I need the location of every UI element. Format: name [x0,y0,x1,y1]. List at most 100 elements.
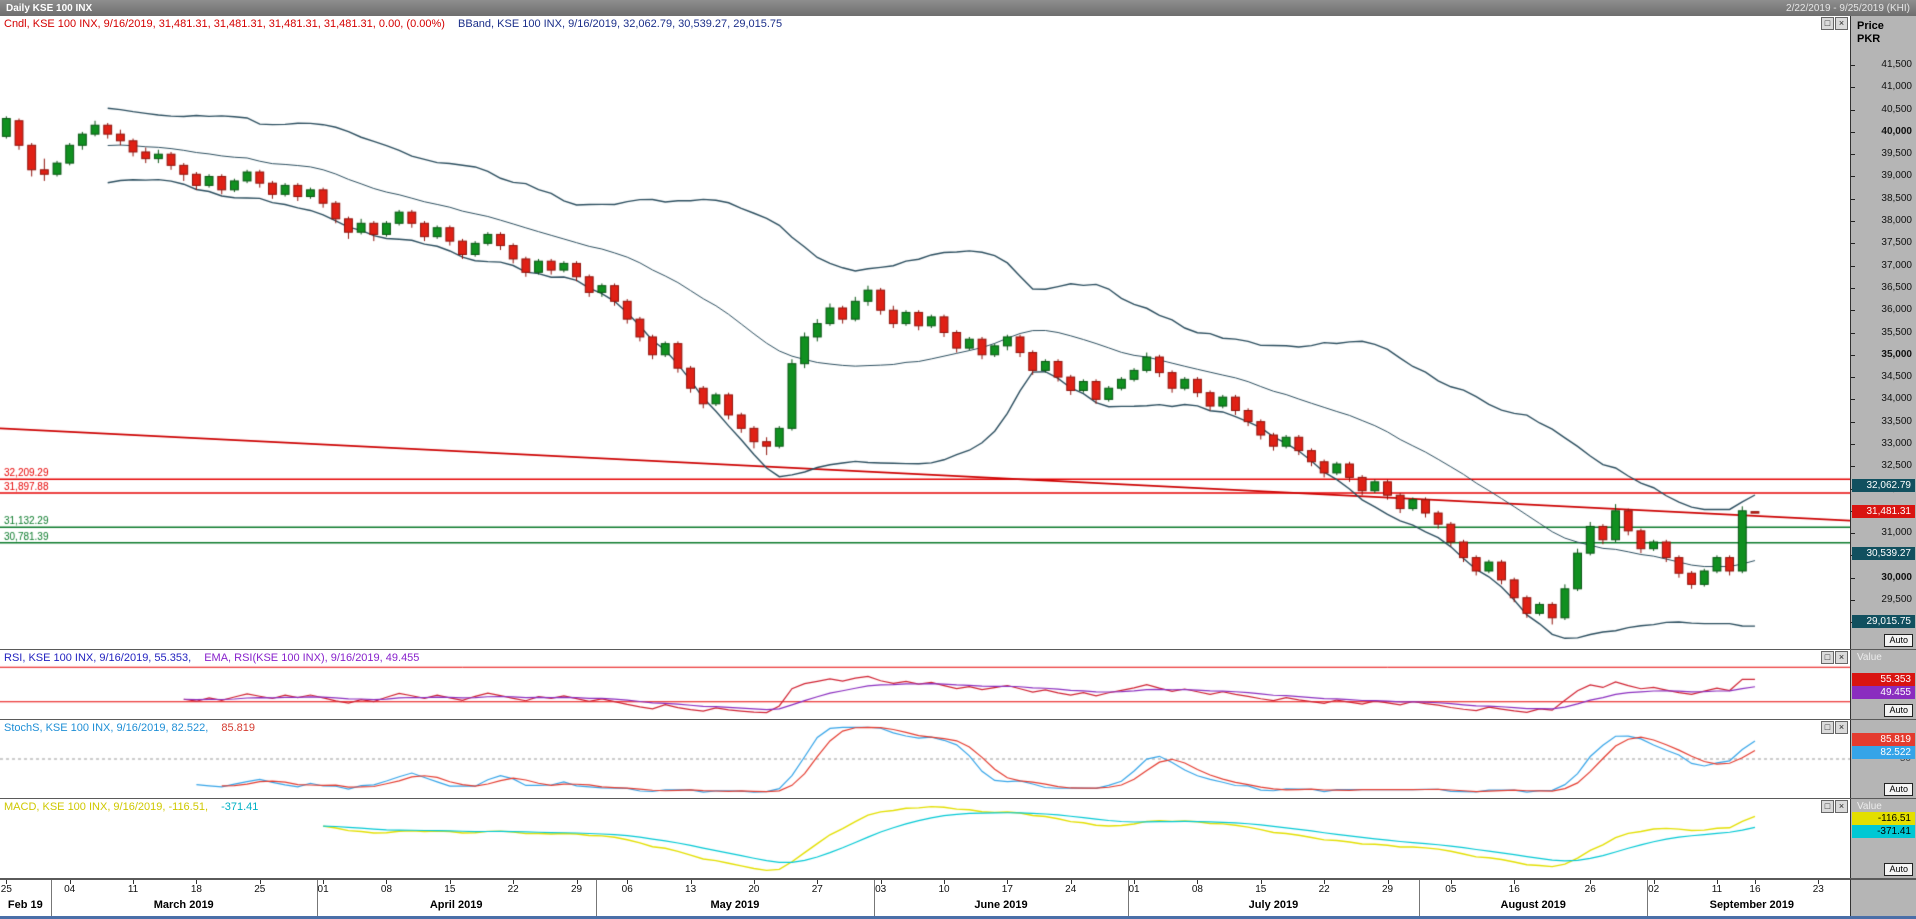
price-tick-label: 37,500 [1881,237,1912,249]
price-tick-label: 29,500 [1881,593,1912,605]
month-label: June 2019 [974,899,1028,911]
rsi-axis-auto-button[interactable]: Auto [1884,704,1913,717]
rsi-axis[interactable]: Value Auto 55.353 49.455 [1850,650,1916,719]
stoch-axis-auto-button[interactable]: Auto [1884,783,1913,796]
date-tick-mark [6,880,8,884]
rsi-legend[interactable]: RSI, KSE 100 INX, 9/16/2019, 55.353, [4,652,192,664]
rsi-panel-controls: □ × [1821,651,1848,664]
window-title: Daily KSE 100 INX [6,2,93,14]
price-axis-auto-button[interactable]: Auto [1884,634,1913,647]
price-axis-header: Price PKR [1857,20,1884,46]
bband-legend[interactable]: BBand, KSE 100 INX, 9/16/2019, 32,062.79… [458,18,783,30]
price-tick-mark [1851,577,1855,579]
price-tick-label: 41,000 [1881,81,1912,93]
panel-restore-icon[interactable]: □ [1821,651,1834,664]
price-panel: Cndl, KSE 100 INX, 9/16/2019, 31,481.31,… [0,16,1916,650]
time-axis-corner [1850,879,1916,916]
price-tick-label: 38,500 [1881,192,1912,204]
month-separator [316,880,318,916]
date-tick-label: 01 [317,884,329,895]
candle-legend[interactable]: Cndl, KSE 100 INX, 9/16/2019, 31,481.31,… [4,18,445,30]
date-tick-mark [690,880,692,884]
rsi-plot[interactable]: RSI, KSE 100 INX, 9/16/2019, 55.353, EMA… [0,650,1850,719]
macd-axis[interactable]: Value Auto -116.51 -371.41 [1850,799,1916,878]
price-tick-mark [1851,443,1855,445]
price-chart-plot[interactable]: Cndl, KSE 100 INX, 9/16/2019, 31,481.31,… [0,16,1850,649]
price-badge-bband-upper: 32,062.79 [1852,479,1915,493]
value-badge: 85.819 [1852,733,1915,746]
date-tick-label: 06 [621,884,633,895]
price-panel-legend: Cndl, KSE 100 INX, 9/16/2019, 31,481.31,… [4,18,792,30]
price-tick-mark [1851,154,1855,156]
panel-close-icon[interactable]: × [1835,721,1848,734]
panel-close-icon[interactable]: × [1835,17,1848,30]
month-separator [1419,880,1421,916]
price-tick-label: 34,000 [1881,393,1912,405]
date-tick-label: 08 [380,884,393,895]
panel-restore-icon[interactable]: □ [1821,721,1834,734]
date-tick-mark [576,880,578,884]
price-tick-mark [1851,533,1855,535]
price-chart-canvas[interactable] [0,16,1850,649]
time-axis-labels[interactable]: 25 04 11 18 25 01 08 15 22 29 06 13 20 27 03 10 17 24 01 08… [0,879,1850,916]
date-tick-mark [133,880,135,884]
price-tick-label: 33,500 [1881,415,1912,427]
panel-restore-icon[interactable]: □ [1821,800,1834,813]
macd-legend[interactable]: MACD, KSE 100 INX, 9/16/2019, -116.51, [4,801,209,813]
stoch-d-legend[interactable]: 85.819 [221,722,255,734]
stoch-legend[interactable]: StochS, KSE 100 INX, 9/16/2019, 82.522, [4,722,209,734]
price-tick-label: 32,500 [1881,460,1912,472]
price-tick-label: 40,500 [1881,103,1912,115]
price-tick-mark [1851,421,1855,423]
rsi-ema-legend[interactable]: EMA, RSI(KSE 100 INX), 9/16/2019, 49.455 [204,652,420,664]
month-label: August 2019 [1500,899,1566,911]
month-label: May 2019 [710,899,760,911]
rsi-axis-value-label: Value [1857,652,1882,663]
price-axis[interactable]: Price PKR Auto 41,500 41,000 40,500 40,000 3… [1850,16,1916,649]
date-tick-mark [880,880,882,884]
panel-close-icon[interactable]: × [1835,651,1848,664]
month-label: Feb 19 [7,899,43,911]
macd-axis-auto-button[interactable]: Auto [1884,863,1913,876]
panel-close-icon[interactable]: × [1835,800,1848,813]
date-tick-label: 29 [570,884,583,895]
price-tick-mark [1851,287,1855,289]
value-badge: -371.41 [1852,825,1915,838]
date-tick-label: 15 [1255,884,1267,895]
value-badge: 49.455 [1852,686,1915,700]
price-tick-label: 31,000 [1881,527,1912,539]
date-tick-mark [386,880,388,884]
date-tick-mark [259,880,261,884]
panel-restore-icon[interactable]: □ [1821,17,1834,30]
rsi-canvas[interactable] [0,650,1850,719]
date-tick-label: 08 [1191,884,1203,895]
date-tick-mark [627,880,629,884]
price-tick-label: 36,500 [1881,281,1912,293]
date-tick-label: 29 [1381,884,1394,895]
date-tick-mark [323,880,325,884]
date-tick-mark [513,880,515,884]
price-tick-mark [1851,332,1855,334]
price-tick-label: 36,000 [1881,304,1912,316]
month-separator [595,880,597,916]
stoch-plot[interactable]: StochS, KSE 100 INX, 9/16/2019, 82.522, … [0,720,1850,798]
rsi-panel-legend: RSI, KSE 100 INX, 9/16/2019, 55.353, EMA… [4,652,429,664]
date-tick-mark [1260,880,1262,884]
macd-signal-legend[interactable]: -371.41 [221,801,259,813]
price-tick-mark [1851,243,1855,245]
price-tick-label: 34,500 [1881,371,1912,383]
price-tick-mark [1851,109,1855,111]
macd-plot[interactable]: MACD, KSE 100 INX, 9/16/2019, -116.51, -… [0,799,1850,878]
macd-canvas[interactable] [0,799,1850,878]
date-tick-label: 11 [127,884,139,895]
date-tick-mark [1514,880,1516,884]
date-tick-label: 22 [507,884,519,895]
value-badge: 82.522 [1852,746,1915,759]
stoch-canvas[interactable] [0,720,1850,798]
date-tick-label: 11 [1711,884,1723,895]
date-tick-label: 02 [1648,884,1660,895]
window-titlebar[interactable]: Daily KSE 100 INX 2/22/2019 - 9/25/2019 … [0,0,1916,16]
price-tick-label: 39,000 [1881,170,1912,182]
time-axis[interactable]: 25 04 11 18 25 01 08 15 22 29 06 13 20 27 03 10 17 24 01 08… [0,879,1916,916]
